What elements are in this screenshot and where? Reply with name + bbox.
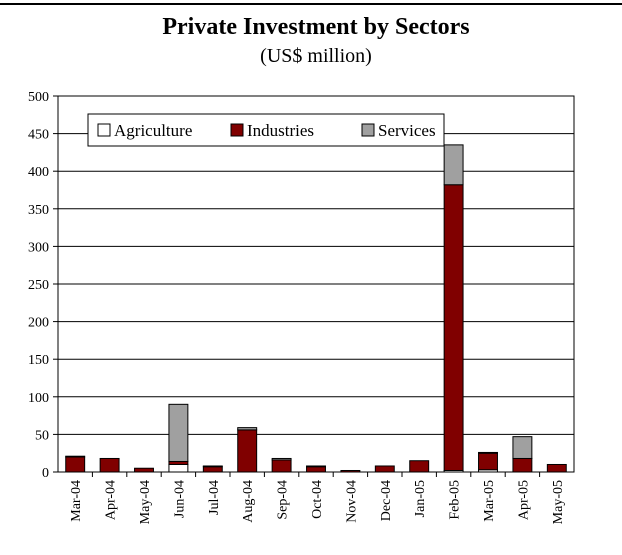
bar-segment bbox=[134, 467, 154, 473]
x-tick-label: Apr-05 bbox=[516, 480, 531, 520]
bar-segment bbox=[99, 457, 120, 473]
y-tick-label: 250 bbox=[28, 278, 49, 293]
legend-swatch bbox=[97, 123, 111, 137]
gridlines bbox=[58, 133, 574, 435]
x-tick-label: Aug-04 bbox=[241, 480, 256, 523]
y-tick-label: 350 bbox=[28, 203, 49, 218]
y-tick-label: 400 bbox=[28, 165, 49, 180]
x-tick-label: Mar-05 bbox=[482, 480, 497, 522]
x-tick-label: Nov-04 bbox=[344, 480, 359, 523]
x-tick-label: Sep-04 bbox=[276, 480, 291, 520]
y-tick-label: 200 bbox=[28, 316, 49, 331]
bar-segment bbox=[65, 456, 86, 473]
chart-title: Private Investment by Sectors bbox=[162, 14, 469, 40]
bar-segment bbox=[546, 463, 567, 473]
x-tick-label: Oct-04 bbox=[310, 480, 325, 519]
x-tick-label: Jun-04 bbox=[172, 480, 187, 518]
y-tick-label: 100 bbox=[28, 391, 49, 406]
y-tick-label: 450 bbox=[28, 128, 49, 143]
bar-segment bbox=[65, 455, 86, 458]
y-tick-label: 500 bbox=[28, 90, 49, 105]
legend-swatch bbox=[361, 123, 375, 137]
x-tick-label: Dec-04 bbox=[379, 480, 394, 521]
x-tick-label: Jul-04 bbox=[207, 480, 222, 515]
x-tick-label: Mar-04 bbox=[69, 480, 84, 522]
legend-box bbox=[87, 113, 445, 147]
y-tick-label: 300 bbox=[28, 240, 49, 255]
bar-segment bbox=[443, 184, 464, 471]
bar-segment bbox=[237, 427, 258, 431]
legend-label: Services bbox=[378, 121, 436, 140]
bar-segment bbox=[168, 403, 189, 462]
y-tick-label: 50 bbox=[35, 428, 49, 443]
bar-segment bbox=[512, 457, 533, 473]
bar-segment bbox=[306, 466, 326, 473]
bar-segment bbox=[478, 452, 498, 471]
bar-segment bbox=[237, 429, 258, 473]
x-tick-label: May-04 bbox=[138, 480, 153, 524]
bar-segment bbox=[512, 436, 533, 459]
bar-segment bbox=[271, 457, 292, 461]
bar-segment bbox=[478, 451, 498, 454]
x-tick-label: Feb-05 bbox=[448, 480, 463, 520]
bar-segment bbox=[409, 460, 430, 473]
legend: Agriculture Industries Services bbox=[87, 113, 445, 147]
legend-label: Industries bbox=[247, 121, 314, 140]
legend-label: Agriculture bbox=[114, 121, 192, 140]
legend-swatch bbox=[230, 123, 244, 137]
chart-subtitle: (US$ million) bbox=[260, 45, 372, 67]
y-tick-label: 0 bbox=[42, 466, 49, 481]
axes: 0 50 100 150 200 250 300 350 400 450 500 Mar-04 Apr-… bbox=[28, 90, 566, 524]
bar-segment bbox=[306, 465, 326, 468]
x-tick-label: May-05 bbox=[551, 480, 566, 524]
y-tick-label: 150 bbox=[28, 353, 49, 368]
bar-segment bbox=[271, 459, 292, 473]
bars bbox=[65, 144, 567, 473]
bar-segment bbox=[168, 463, 189, 473]
x-tick-label: Apr-04 bbox=[104, 480, 119, 520]
bar-segment bbox=[202, 465, 223, 468]
x-tick-label: Jan-05 bbox=[413, 480, 428, 517]
bar-segment bbox=[443, 144, 464, 186]
bar-segment bbox=[202, 466, 223, 473]
bar-segment bbox=[374, 465, 395, 473]
